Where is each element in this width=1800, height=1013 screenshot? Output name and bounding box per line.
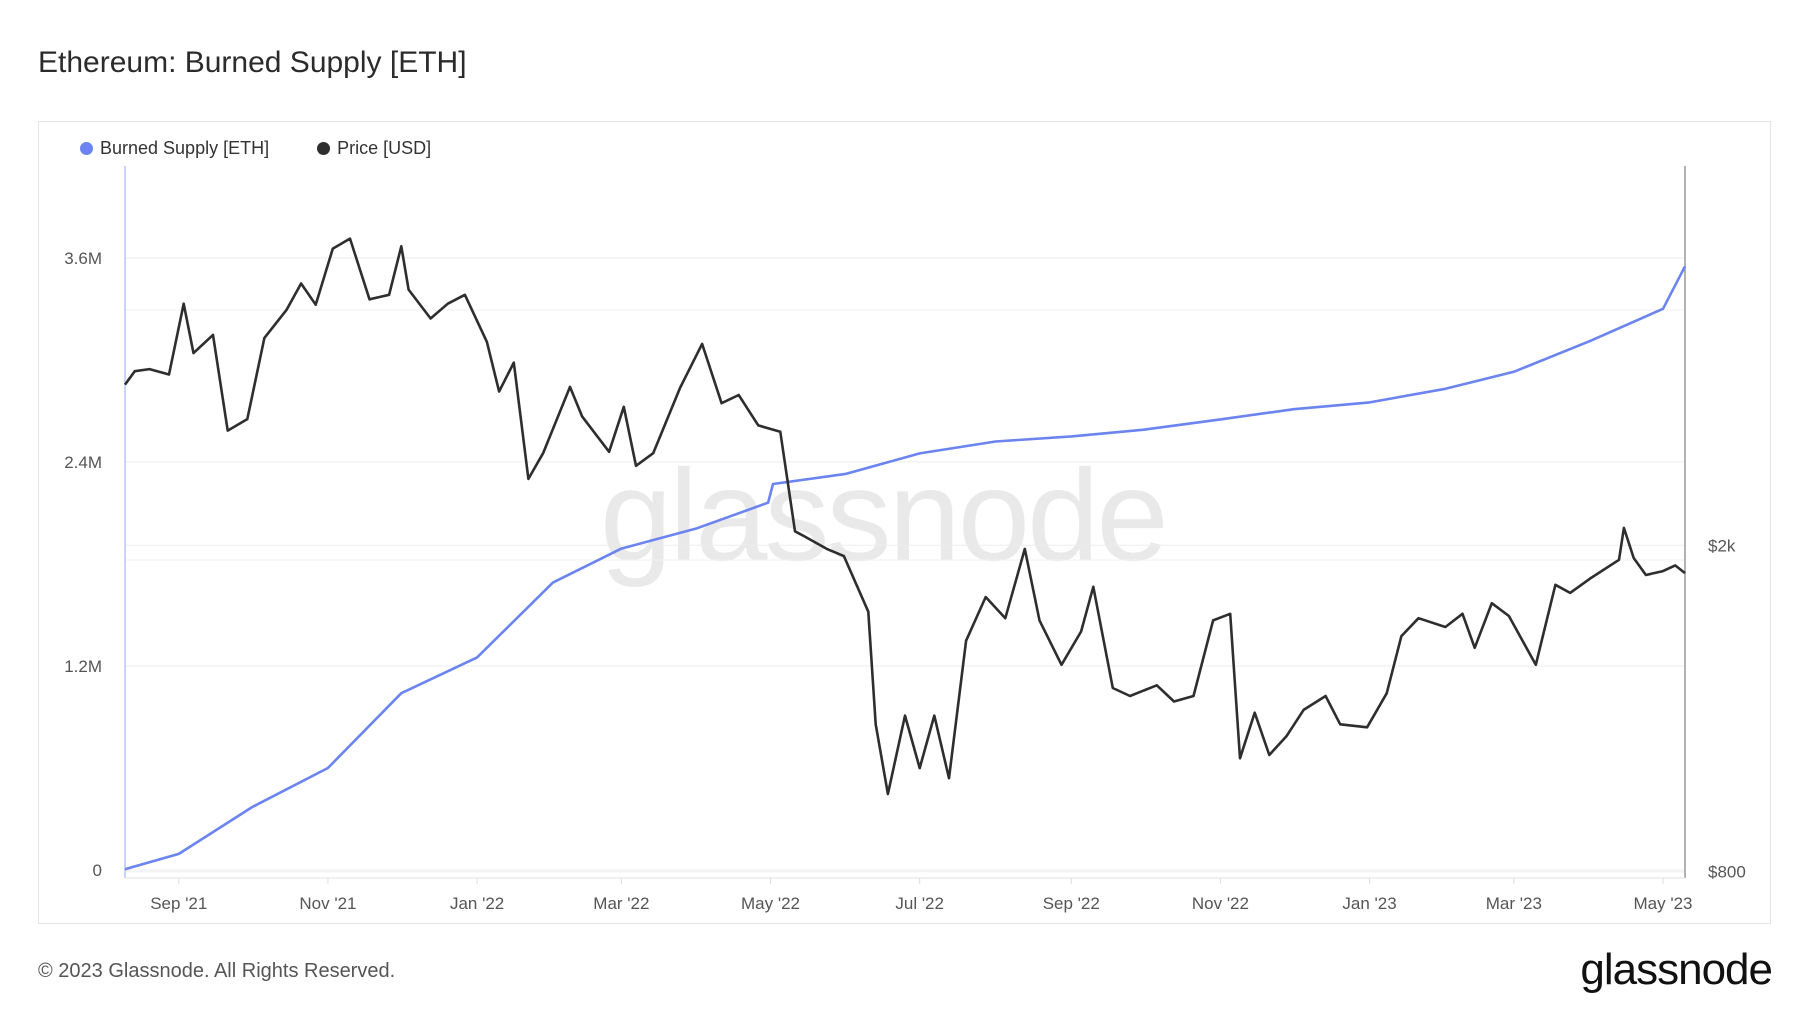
y-left-tick-label: 3.6M (64, 249, 102, 268)
legend-label: Burned Supply [ETH] (100, 138, 270, 158)
chart-frame (38, 121, 1771, 924)
x-tick-label: Nov '21 (299, 894, 356, 913)
glassnode-logo: glassnode (1580, 945, 1773, 994)
x-tick-label: May '23 (1633, 894, 1692, 913)
legend: Burned Supply [ETH] Price [USD] (80, 138, 431, 159)
legend-item-burned-supply[interactable]: Burned Supply [ETH] (80, 138, 269, 159)
watermark: glassnode (600, 442, 1169, 588)
x-tick-label: Jan '22 (450, 894, 504, 913)
x-tick-label: Sep '21 (150, 894, 207, 913)
legend-dot-icon (80, 142, 93, 155)
x-tick-label: Jan '23 (1342, 894, 1396, 913)
legend-item-price[interactable]: Price [USD] (317, 138, 431, 159)
x-tick-label: Sep '22 (1043, 894, 1100, 913)
x-tick-label: Mar '23 (1486, 894, 1542, 913)
price-line (123, 237, 1686, 796)
x-tick-label: Nov '22 (1192, 894, 1249, 913)
x-tick-label: Jul '22 (895, 894, 944, 913)
y-right-tick-label: $2k (1708, 536, 1736, 555)
y-right-tick-label: $800 (1708, 863, 1746, 882)
burned-supply-line (124, 265, 1687, 871)
copyright: © 2023 Glassnode. All Rights Reserved. (38, 960, 396, 982)
x-tick-label: Mar '22 (593, 894, 649, 913)
chart-title: Ethereum: Burned Supply [ETH] (38, 46, 467, 79)
y-left-tick-label: 1.2M (64, 657, 102, 676)
x-tick-label: May '22 (741, 894, 800, 913)
legend-dot-icon (317, 142, 331, 155)
y-left-tick-label: 2.4M (64, 453, 102, 472)
legend-label: Price [USD] (337, 138, 432, 158)
y-left-tick-label: 0 (93, 861, 102, 880)
